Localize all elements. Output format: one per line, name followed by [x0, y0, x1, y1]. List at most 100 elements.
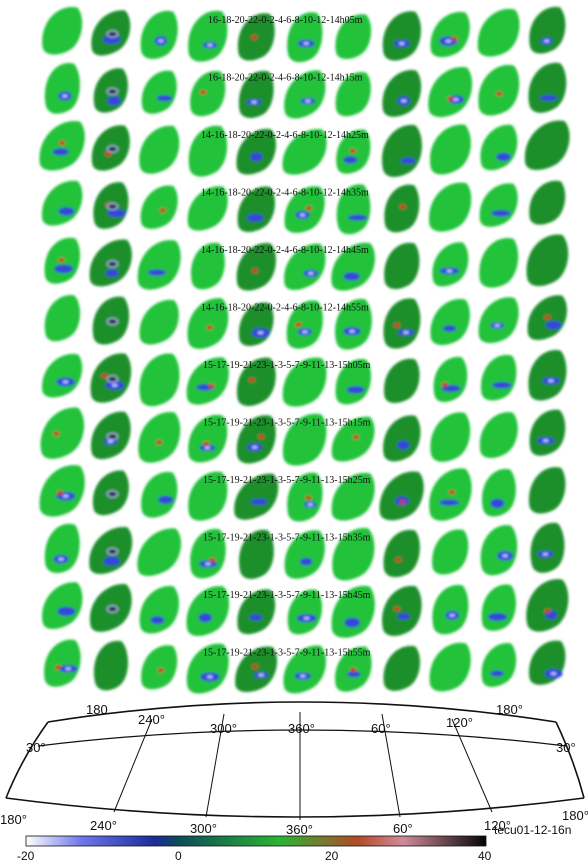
tec-blob [287, 589, 322, 635]
tec-blob [384, 358, 420, 403]
tec-white-spot [445, 39, 452, 43]
tec-blob [239, 529, 274, 579]
tec-blob [528, 350, 567, 401]
lat-label-left: 30° [26, 740, 46, 755]
tec-blob [139, 353, 180, 407]
tec-white-spot [400, 99, 407, 103]
tec-white-spot [58, 557, 65, 561]
tec-blob [44, 639, 81, 687]
tec-blue-spot [157, 495, 174, 504]
bottom-lon-label: 60° [393, 821, 413, 836]
tec-blue-spot [105, 269, 119, 278]
tec-white-spot [542, 438, 549, 443]
tec-blob [331, 585, 375, 638]
tec-red-spot [199, 89, 207, 95]
tec-blob [44, 523, 80, 574]
tec-blue-spot [490, 498, 505, 509]
tec-blob [331, 416, 375, 462]
tec-blob [529, 640, 566, 685]
tec-blob [284, 186, 325, 233]
tec-blob [191, 242, 225, 290]
colorbar: -20 0 20 40 tecu01-12-16n [17, 823, 571, 862]
tec-blob [482, 468, 516, 517]
tec-blob [282, 129, 327, 175]
tec-blob [42, 582, 83, 629]
tec-row [39, 120, 570, 177]
tec-blob [283, 413, 327, 466]
tec-red-spot [441, 382, 449, 388]
tec-blob [42, 180, 83, 226]
tec-blob [477, 8, 520, 57]
tec-red-spot [305, 495, 312, 501]
tec-white-spot [251, 445, 258, 449]
tec-red-spot [104, 151, 112, 157]
tec-blob [526, 579, 569, 632]
tec-white-spot [303, 616, 310, 620]
tec-red-spot [58, 140, 66, 146]
tec-white-spot [550, 672, 557, 676]
tec-blob [236, 415, 276, 464]
meridian-120 [451, 718, 493, 813]
tec-blob [140, 10, 178, 59]
tec-blob [42, 353, 83, 398]
tec-blue-spot [343, 272, 360, 281]
tec-blue-spot [54, 264, 74, 274]
tec-blob [187, 298, 229, 349]
row-time-label: 15-17-19-21-23-1-3-5-7-9-11-13-15h35m [203, 533, 371, 544]
tec-red-spot [56, 490, 64, 496]
tec-white-spot [301, 330, 308, 334]
tec-blob [382, 11, 421, 61]
tec-blob [44, 62, 80, 114]
colorbar-tick: -20 [17, 849, 35, 862]
tec-white-spot [307, 271, 314, 275]
row-time-label: 15-17-19-21-23-1-3-5-7-9-11-13-15h45m [203, 590, 371, 601]
tec-white-spot [111, 383, 118, 387]
tec-blob [429, 468, 472, 521]
tec-blob [237, 186, 275, 232]
grid-left-edge [5, 721, 49, 799]
tec-blob [141, 70, 177, 114]
tec-red-spot [209, 557, 216, 563]
tec-row [40, 407, 566, 466]
tec-blue-spot [198, 612, 212, 623]
tec-blob [480, 124, 518, 171]
row-time-label: 14-16-18-20-22-0-2-4-6-8-10-12-14h45m [201, 245, 369, 256]
grid-bottom-arc [5, 797, 585, 818]
tec-blob [239, 70, 274, 118]
tec-white-spot [299, 674, 306, 678]
tec-black-core [106, 375, 119, 383]
bottom-lon-label: 300° [190, 821, 217, 836]
tec-blob [284, 243, 326, 291]
row-time-labels: 16-18-20-22-0-2-4-6-8-10-12-14h05m 16-18-… [201, 15, 371, 659]
tec-blob [141, 645, 178, 690]
tec-blob [283, 645, 327, 694]
tec-blob [478, 297, 519, 344]
tec-blob [42, 6, 83, 55]
tec-white-spot [446, 269, 453, 273]
tec-blob [478, 64, 520, 116]
tec-red-spot [53, 431, 60, 437]
tec-blob [383, 645, 421, 691]
tec-blob [526, 234, 569, 287]
tec-red-spot [495, 91, 503, 97]
tec-blob [430, 124, 471, 175]
tec-white-spot [299, 213, 306, 217]
tec-red-spot [544, 608, 551, 614]
tec-blob [479, 237, 519, 288]
tec-white-spot [303, 41, 310, 46]
top-lon-label: 180 [86, 702, 108, 717]
row-time-label: 15-17-19-21-23-1-3-5-7-9-11-13-15h15m [203, 418, 371, 429]
tec-blob [139, 299, 179, 345]
tec-blob [287, 472, 323, 522]
grid-top-arc [47, 701, 557, 723]
tec-white-spot [251, 100, 258, 104]
tec-black-core [106, 605, 119, 613]
tec-blob [39, 121, 85, 171]
tec-blue-spot [347, 671, 361, 678]
tec-white-spot [304, 99, 311, 103]
tec-blob [479, 412, 518, 458]
tec-white-spot [402, 330, 409, 335]
tec-white-spot [307, 502, 314, 507]
tec-row [42, 6, 566, 63]
tec-blob [190, 528, 226, 579]
